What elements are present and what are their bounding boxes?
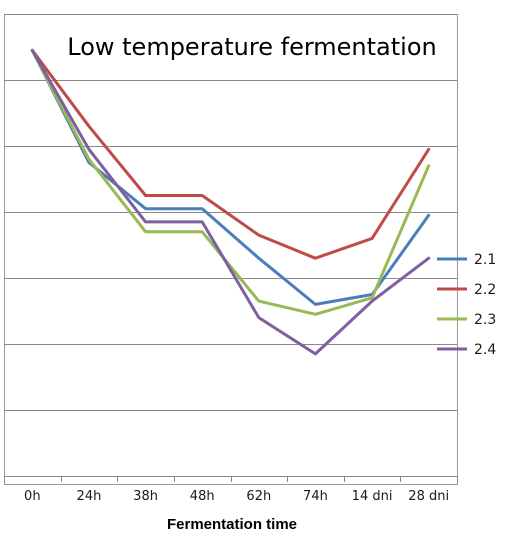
x-tick-label: 0h <box>24 489 41 504</box>
x-axis-title: Fermentation time <box>167 516 297 533</box>
series-lines <box>30 48 431 356</box>
x-tick-label: 28 dni <box>408 489 449 504</box>
x-tick-label: 24h <box>77 489 102 504</box>
x-tick-labels: 0h 24h 38h 48h 62h 74h 14 dni 28 dni <box>24 489 449 504</box>
legend-label: 2.4 <box>474 342 496 358</box>
chart-title: Low temperature fermentation <box>67 33 436 61</box>
x-tick-label: 48h <box>190 489 215 504</box>
series-line-2-3 <box>30 48 431 316</box>
x-tick-label: 62h <box>246 489 271 504</box>
legend: 2.1 2.2 2.3 2.4 <box>437 252 496 358</box>
x-tick-label: 38h <box>133 489 158 504</box>
x-tick-label: 74h <box>303 489 328 504</box>
x-tick-label: 14 dni <box>352 489 393 504</box>
series-line-2-4 <box>30 48 431 356</box>
legend-label: 2.1 <box>474 252 496 268</box>
legend-label: 2.3 <box>474 312 496 328</box>
legend-label: 2.2 <box>474 282 496 298</box>
axis-lines <box>4 476 458 482</box>
series-line-2-2 <box>30 48 431 260</box>
